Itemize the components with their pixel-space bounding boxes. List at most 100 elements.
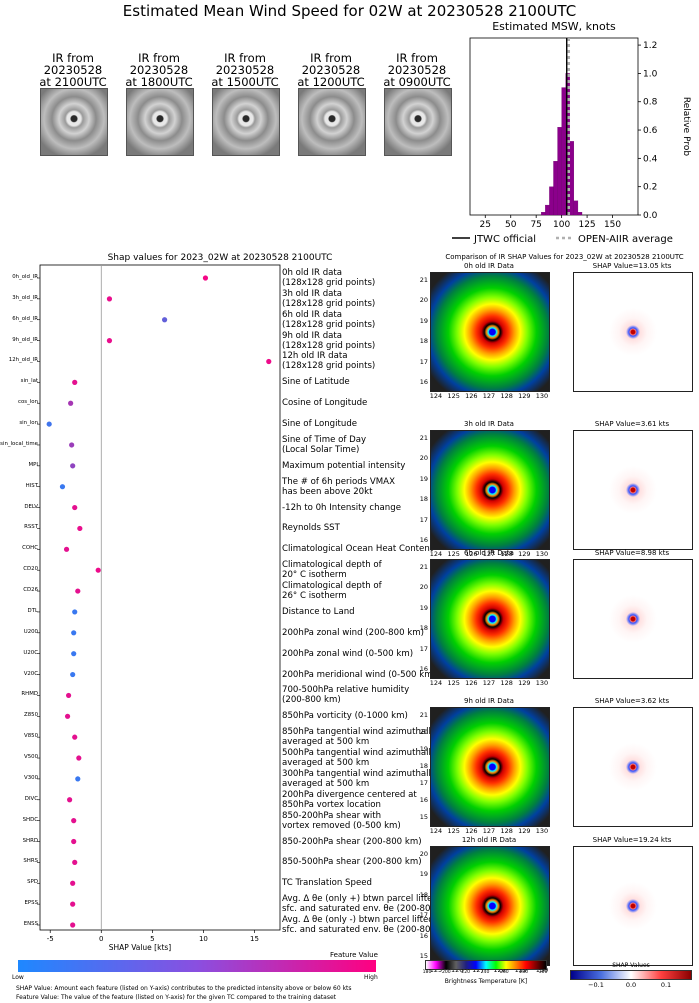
- feature-description: 850-500hPa shear (200-800 km): [282, 857, 422, 868]
- lat-tick-label: 18: [419, 890, 428, 899]
- lon-tick-label: 129: [518, 827, 531, 835]
- shap-point: [106, 296, 113, 302]
- lat-tick-label: 15: [419, 813, 428, 821]
- footnote-shap: SHAP Value: Amount each feature (listed …: [16, 985, 352, 992]
- shap-point: [70, 880, 76, 886]
- shap-point: [71, 818, 77, 824]
- feature-description: 700-500hPa relative humidity (200-800 km…: [282, 685, 410, 706]
- lat-tick-label: 19: [419, 316, 428, 325]
- lat-tick-label: 17: [419, 515, 428, 524]
- lon-tick-label: 124: [429, 827, 443, 835]
- shap-point: [59, 484, 66, 490]
- feature-description: Climatological depth of 20° C isotherm: [282, 560, 382, 581]
- histogram-bar: [569, 141, 575, 216]
- lat-tick-label: 19: [419, 474, 428, 483]
- ir-panel-title: 9h old IR Data: [464, 697, 514, 705]
- shap-point: [67, 797, 73, 803]
- x-tick-label: 75: [530, 220, 541, 230]
- feature-name-label: MPI: [28, 461, 39, 468]
- shap-point: [46, 421, 52, 427]
- lon-tick-label: 128: [500, 392, 513, 400]
- histogram-ylabel: Relative Prob: [681, 97, 691, 156]
- lon-tick-label: 124: [429, 550, 443, 558]
- x-tick-label: 0: [99, 935, 103, 943]
- ir-image: [430, 559, 550, 679]
- x-tick-label: 100: [553, 220, 570, 230]
- lat-tick-label: 17: [419, 644, 428, 653]
- ir-panel-title: 3h old IR Data: [464, 420, 514, 428]
- feature-name-label: 9h_old_IR: [12, 336, 38, 343]
- lon-tick-label: 130: [535, 392, 549, 400]
- feature-description: Sine of Time of Day (Local Solar Time): [282, 434, 367, 455]
- feature-name-label: SPD: [27, 879, 38, 886]
- shap-point: [75, 588, 81, 594]
- feature-description: 12h old IR data (128x128 grid points): [282, 351, 376, 372]
- lon-tick-label: 124: [429, 679, 443, 687]
- shap-point: [70, 671, 76, 678]
- feature-value-colorbar: [18, 960, 376, 972]
- histogram-bar: [545, 204, 550, 216]
- brightness-tick-label: 200: [441, 970, 451, 975]
- lat-tick-label: 20: [419, 850, 428, 858]
- shap-image: [573, 430, 693, 550]
- shap-point: [72, 379, 78, 385]
- shap-point: [64, 713, 71, 719]
- feature-name-label: Z850: [24, 712, 38, 719]
- lat-tick-label: 16: [419, 931, 428, 940]
- shap-point: [202, 275, 209, 281]
- legend-airr-label: OPEN-AIIR average: [578, 234, 673, 245]
- feature-colorbar-label: Feature Value: [330, 951, 378, 959]
- thumbnail-caption: IR from 20230528 at 0900UTC: [383, 51, 451, 89]
- thumbnail-caption: IR from 20230528 at 1800UTC: [125, 51, 193, 89]
- lon-tick-label: 126: [465, 550, 478, 558]
- ir-panel-title: 0h old IR Data: [464, 262, 514, 270]
- ir-image: [430, 846, 550, 966]
- lat-tick-label: 17: [419, 911, 428, 920]
- ir-thumbnail-image: [384, 88, 452, 156]
- shap-point: [106, 338, 113, 344]
- lat-tick-label: 16: [419, 665, 428, 673]
- feature-description: 850hPa tangential wind azimuthally avera…: [282, 727, 437, 748]
- feature-name-label: V300: [24, 774, 38, 781]
- shap-xlabel: SHAP Value [kts]: [109, 943, 172, 952]
- feature-name-label: DELV: [24, 503, 38, 510]
- feature-description: 200hPa meridional wind (0-500 km): [282, 669, 436, 680]
- lat-tick-label: 21: [419, 276, 428, 284]
- lon-tick-label: 126: [450, 966, 464, 974]
- feature-name-label: 6h_old_IR: [12, 315, 38, 322]
- ir-thumbnail-image: [298, 88, 366, 156]
- ir-image: [430, 707, 550, 827]
- lon-tick-label: 125: [447, 679, 460, 687]
- ir-image: [430, 272, 550, 392]
- x-tick-label: 10: [199, 935, 208, 943]
- shap-point: [70, 922, 76, 928]
- shap-panel-title: SHAP Value=13.05 kts: [592, 262, 672, 270]
- lon-tick-label: 130: [535, 966, 549, 974]
- brightness-tick-label: 300: [538, 970, 548, 975]
- feature-description: TC Translation Speed: [282, 878, 372, 889]
- shap-point: [76, 755, 82, 761]
- lon-tick-label: 127: [482, 679, 496, 687]
- brightness-colorbar-label: Brightness Temperature [K]: [444, 978, 528, 985]
- feature-name-label: CD20: [23, 566, 38, 573]
- lat-tick-label: 19: [419, 603, 428, 612]
- shap-image: [573, 272, 693, 392]
- feature-description: Avg. Δ θe (only +) btwn parcel lifted fr…: [282, 894, 461, 915]
- lat-tick-label: 21: [419, 434, 428, 442]
- shap-point: [63, 546, 70, 552]
- shap-image: [573, 707, 693, 827]
- shap-point: [71, 651, 77, 657]
- shap-frame: [39, 264, 281, 931]
- lon-tick-label: 128: [500, 679, 513, 687]
- shap-image: [573, 559, 693, 679]
- feature-name-label: EPSS: [24, 900, 38, 907]
- feature-description: -12h to 0h Intensity change: [282, 502, 401, 513]
- brightness-tick-label: 240: [480, 970, 490, 975]
- lon-tick-label: 128: [500, 827, 513, 835]
- histogram-bar: [561, 87, 566, 216]
- shap-point: [161, 317, 168, 323]
- y-tick-label: 0.4: [643, 154, 658, 164]
- lon-tick-label: 130: [535, 679, 549, 687]
- feature-description: Distance to Land: [282, 606, 355, 617]
- shap-panel-title: SHAP Value=3.62 kts: [594, 697, 670, 705]
